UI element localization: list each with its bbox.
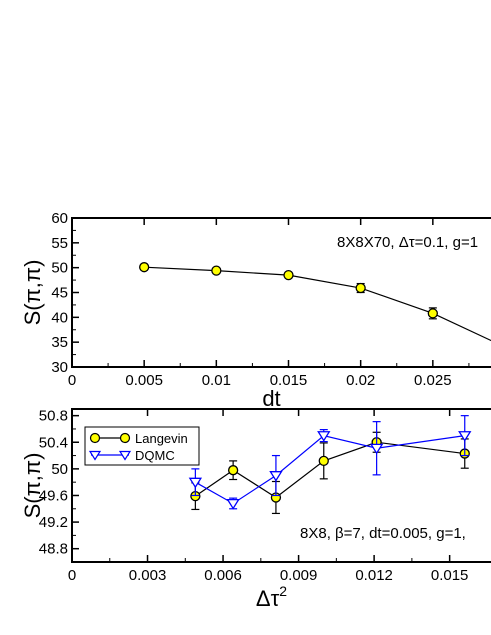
y-tick-label: 30 bbox=[51, 359, 68, 376]
x-axis-label-superscript: 2 bbox=[279, 583, 287, 599]
x-tick-label: 0.003 bbox=[129, 567, 167, 584]
legend-marker bbox=[119, 432, 131, 444]
data-point bbox=[269, 471, 283, 482]
series-line-0 bbox=[144, 266, 491, 342]
data-point bbox=[427, 308, 438, 319]
plot-frame bbox=[71, 408, 491, 563]
y-axis-label: S(π,π) bbox=[20, 453, 45, 519]
legend-marker bbox=[89, 432, 101, 444]
y-tick-label: 45 bbox=[51, 285, 68, 302]
legend-label: DQMC bbox=[135, 448, 175, 463]
x-tick-label: 0.015 bbox=[270, 372, 308, 389]
x-tick-label: 0.025 bbox=[414, 372, 452, 389]
data-point bbox=[355, 282, 366, 294]
legend-label: Langevin bbox=[135, 431, 188, 446]
data-point bbox=[139, 262, 150, 273]
series-line-DQMC bbox=[195, 434, 465, 505]
panel-annotation: 8X8, β=7, dt=0.005, g=1, bbox=[300, 525, 466, 542]
series-line-Langevin bbox=[195, 441, 465, 499]
x-axis-label: Δτ2 bbox=[256, 583, 287, 611]
x-tick-label: 0 bbox=[68, 372, 76, 389]
x-tick-label: 0 bbox=[68, 567, 76, 584]
top-panel: 00.0050.010.0150.020.0250.03303540455055… bbox=[20, 210, 491, 411]
y-tick-label: 50 bbox=[51, 260, 68, 277]
x-tick-label: 0.006 bbox=[204, 567, 242, 584]
y-tick-label: 50.8 bbox=[39, 408, 68, 425]
y-tick-label: 48.8 bbox=[39, 541, 68, 558]
y-axis-label: S(π,π) bbox=[20, 260, 45, 326]
y-tick-label: 49.2 bbox=[39, 514, 68, 531]
x-tick-label: 0.009 bbox=[280, 567, 318, 584]
panel-annotation: 8X8X70, Δτ=0.1, g=1 bbox=[337, 234, 478, 251]
legend-marker bbox=[88, 450, 102, 461]
y-tick-label: 50.4 bbox=[39, 434, 68, 451]
x-tick-label: 0.015 bbox=[431, 567, 469, 584]
legend-marker bbox=[118, 450, 132, 461]
data-point bbox=[188, 477, 203, 489]
y-tick-label: 49.6 bbox=[39, 487, 68, 504]
x-tick-label: 0.02 bbox=[346, 372, 375, 389]
bottom-panel: 0 0.003 0.006 0.009 0.012 0.015 48.8 49.2 49.6 50… bbox=[20, 408, 491, 611]
data-point bbox=[369, 443, 384, 455]
data-point bbox=[283, 269, 294, 281]
y-tick-label: 35 bbox=[51, 334, 68, 351]
x-tick-label: 0.01 bbox=[202, 372, 231, 389]
data-point bbox=[211, 265, 222, 276]
data-point bbox=[227, 465, 239, 476]
x-axis-label: dt bbox=[262, 386, 280, 411]
data-point bbox=[318, 455, 329, 467]
data-point bbox=[317, 431, 331, 442]
data-point bbox=[226, 498, 240, 510]
y-tick-label: 50 bbox=[51, 461, 68, 478]
x-tick-label: 0.005 bbox=[125, 372, 163, 389]
y-tick-label: 55 bbox=[51, 235, 68, 252]
data-point bbox=[458, 431, 472, 442]
y-tick-label: 60 bbox=[51, 210, 68, 227]
y-tick-label: 40 bbox=[51, 309, 68, 326]
legend-box bbox=[84, 426, 200, 466]
x-tick-label: 0.012 bbox=[355, 567, 393, 584]
